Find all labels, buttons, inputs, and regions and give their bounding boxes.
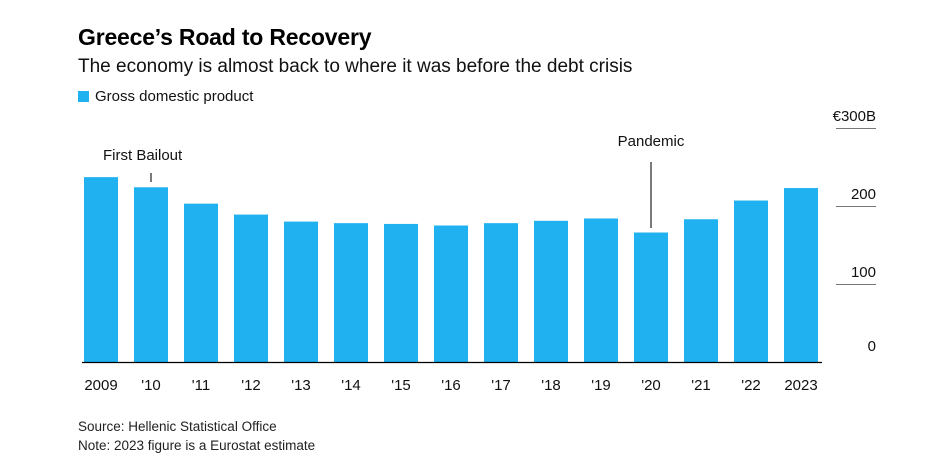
x-tick-label: '19 [591,377,611,394]
source-note: Source: Hellenic Statistical Office [78,419,277,434]
bar-10 [134,187,168,362]
bar-22 [734,200,768,362]
y-tick-label: 200 [851,186,876,203]
bar-21 [684,219,718,362]
estimate-note: Note: 2023 figure is a Eurostat estimate [78,438,316,453]
bars-group [84,177,818,362]
bar-2009 [84,177,118,362]
y-tick-label: €300B [833,108,876,125]
x-tick-label: '18 [541,377,561,394]
x-tick-label: '12 [241,377,261,394]
legend: Gross domestic product [78,88,253,105]
bar-17 [484,223,518,362]
x-tick-label: '22 [741,377,761,394]
x-tick-label: '11 [192,377,210,394]
x-axis: 2009 '10 '11 '12 '13 '14 '15 '16 '17 '18 '19 '20 '21… [82,361,822,394]
bar-13 [284,221,318,362]
bar-14 [334,223,368,362]
bar-2023 [784,188,818,362]
x-tick-label: '10 [141,377,161,394]
annotation-pandemic: Pandemic [618,133,685,150]
annotation-first-bailout: First Bailout [103,147,183,164]
annotations: First Bailout Pandemic [103,133,685,228]
bar-18 [534,220,568,362]
legend-swatch [78,91,89,102]
legend-label: Gross domestic product [95,88,254,105]
bar-15 [384,223,418,362]
x-tick-label: 2009 [84,377,117,394]
x-tick-label: '17 [491,377,511,394]
y-axis: 0 100 200 €300B [833,108,876,355]
x-tick-label: '13 [291,377,311,394]
x-tick-label: '14 [341,377,361,394]
bar-16 [434,225,468,362]
x-tick-label: 2023 [784,377,817,394]
footer: Source: Hellenic Statistical Office Note… [78,417,315,455]
bar-19 [584,218,618,362]
x-tick-label: '16 [441,377,461,394]
bar-11 [184,203,218,362]
bar-20 [634,232,668,362]
y-tick-label: 100 [851,264,876,281]
chart-title: Greece’s Road to Recovery [78,24,372,50]
y-tick-label: 0 [868,338,876,355]
x-tick-label: '21 [691,377,711,394]
bar-12 [234,214,268,362]
chart-subtitle: The economy is almost back to where it w… [78,56,633,77]
x-tick-label: '20 [641,377,661,394]
x-tick-label: '15 [391,377,411,394]
